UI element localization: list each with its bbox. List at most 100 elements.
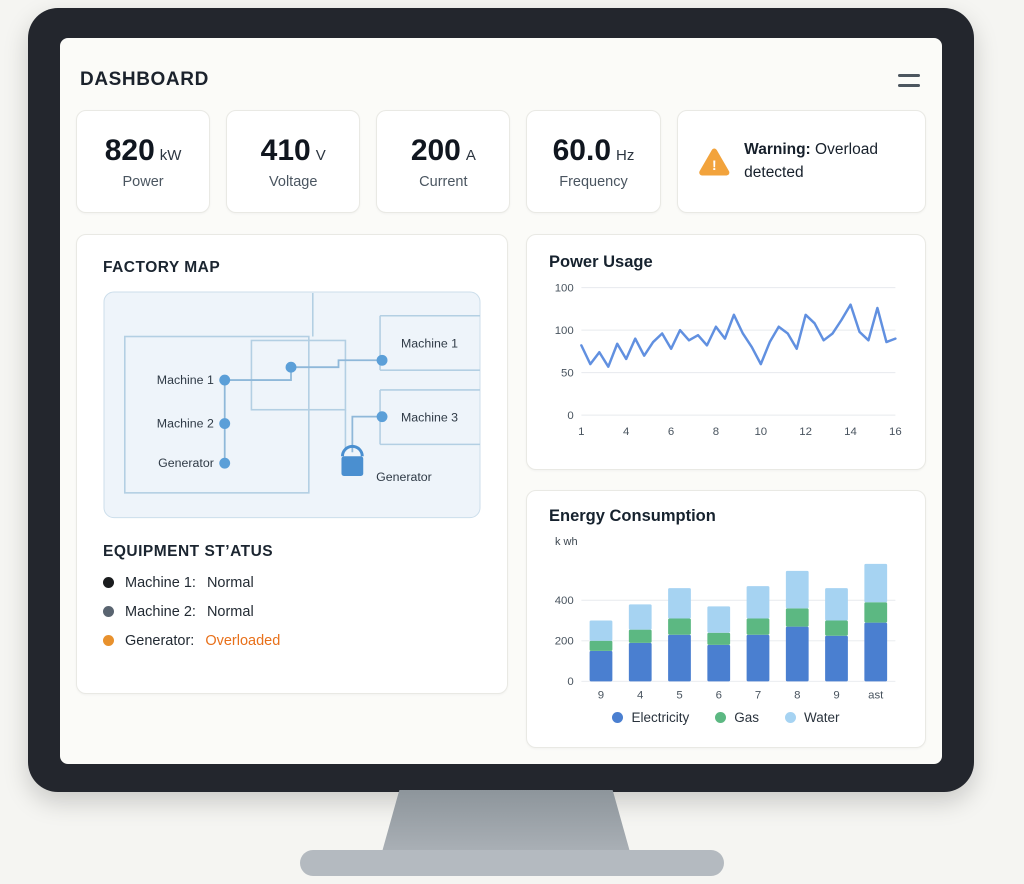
stat-unit: Hz [616, 146, 635, 164]
map-label-generator-plug: Generator [376, 470, 432, 484]
map-walls [123, 292, 480, 494]
generator-plug-icon [340, 444, 364, 477]
warning-triangle-icon: ! [698, 148, 729, 175]
svg-text:8: 8 [794, 689, 800, 701]
svg-text:50: 50 [561, 367, 574, 379]
svg-text:!: ! [712, 157, 717, 173]
legend-item-gas: Gas [715, 710, 759, 725]
status-item: Machine 1: Normal [103, 575, 481, 591]
charts-column: Power Usage 100 100 50 0 1 4 6 8 10 12 14 16 Energy… [526, 234, 926, 748]
map-nodes [219, 354, 388, 469]
legend-label: Gas [734, 710, 759, 726]
stat-value: 820 [104, 133, 155, 167]
svg-text:100: 100 [555, 282, 574, 294]
svg-text:7: 7 [755, 689, 761, 701]
energy-consumption-card: Energy Consumption k wh 400 200 0 9 4 5 6 7 8 9 as… [526, 490, 926, 748]
svg-text:6: 6 [668, 426, 674, 438]
energy-legend: Electricity Gas Water [549, 710, 903, 725]
dashboard-screen: DASHBOARD 820 kW Power 410 [60, 38, 942, 764]
legend-dot [785, 712, 796, 724]
factory-map: Machine 1 Machine 2 Generator Machine 1 … [103, 291, 481, 519]
status-dot [103, 577, 114, 589]
power-usage-card: Power Usage 100 100 50 0 1 4 6 8 10 12 14 16 [526, 234, 926, 470]
stat-value: 60.0 [552, 133, 612, 167]
app-header: DASHBOARD [80, 60, 922, 100]
menu-button[interactable] [896, 68, 922, 93]
page-title: DASHBOARD [80, 69, 209, 90]
svg-text:1: 1 [578, 426, 584, 438]
svg-text:100: 100 [555, 325, 574, 337]
monitor-base [300, 850, 724, 876]
energy-consumption-title: Energy Consumption [549, 507, 716, 525]
menu-icon [898, 73, 920, 77]
stat-card-current: 200 A Current [376, 110, 511, 213]
stat-card-power: 820 kW Power [76, 110, 211, 213]
map-label-machine1-right: Machine 1 [401, 336, 458, 350]
status-label: Generator: [125, 632, 195, 649]
stat-unit: A [465, 146, 476, 164]
stat-label: Power [122, 173, 164, 190]
map-label-machine2-left: Machine 2 [157, 417, 214, 431]
svg-text:9: 9 [833, 689, 839, 701]
svg-text:8: 8 [713, 426, 719, 438]
stat-label: Frequency [559, 173, 628, 190]
svg-text:5: 5 [676, 689, 682, 701]
status-dot [103, 606, 114, 618]
stat-unit: kW [159, 146, 182, 164]
monitor-stand [382, 790, 630, 852]
svg-text:6: 6 [716, 689, 722, 701]
map-label-machine3-right: Machine 3 [401, 411, 458, 425]
svg-text:9: 9 [598, 689, 604, 701]
status-dot [103, 635, 114, 647]
status-item: Machine 2: Normal [103, 604, 481, 620]
stat-value: 410 [260, 133, 311, 167]
menu-icon [898, 83, 920, 87]
svg-text:16: 16 [889, 426, 902, 438]
map-labels: Machine 1 Machine 2 Generator Machine 1 … [157, 336, 458, 484]
legend-item-electricity: Electricity [612, 710, 689, 725]
svg-text:4: 4 [637, 689, 644, 701]
svg-text:4: 4 [623, 426, 630, 438]
stat-unit: V [315, 146, 326, 164]
equipment-status-title: EQUIPMENT ST’ATUS [103, 542, 274, 560]
legend-label: Water [804, 710, 840, 726]
svg-text:10: 10 [754, 426, 767, 438]
status-label: Machine 1: [125, 574, 196, 591]
svg-text:400: 400 [555, 595, 574, 607]
status-item: Generator: Overloaded [103, 633, 481, 649]
factory-map-title: FACTORY MAP [103, 259, 221, 276]
stat-card-frequency: 60.0 Hz Frequency [526, 110, 661, 213]
stat-label: Current [419, 173, 468, 190]
warning-card: ! Warning: Overload detected [676, 110, 927, 213]
status-value: Normal [206, 574, 254, 591]
status-value: Overloaded [205, 632, 281, 649]
stats-row: 820 kW Power 410 V Voltage 200 A [76, 110, 927, 213]
legend-item-water: Water [785, 710, 840, 725]
svg-text:14: 14 [844, 426, 857, 438]
status-label: Machine 2: [125, 603, 196, 620]
factory-map-card: FACTORY MAP [76, 234, 508, 694]
main-content: FACTORY MAP [76, 234, 926, 748]
warning-text: Warning: Overload detected [744, 139, 905, 184]
map-label-generator-left: Generator [158, 456, 214, 470]
stat-value: 200 [410, 133, 461, 167]
svg-text:0: 0 [567, 410, 573, 422]
energy-chart: 400 200 0 9 4 5 6 7 8 9 ast [555, 563, 896, 701]
status-value: Normal [206, 603, 254, 620]
legend-dot [715, 712, 727, 724]
equipment-status-list: Machine 1: Normal Machine 2: Normal Gene… [103, 575, 481, 649]
energy-y-axis-unit: k wh [555, 536, 578, 548]
factory-map-svg: Machine 1 Machine 2 Generator Machine 1 … [103, 291, 481, 519]
map-label-machine1-left: Machine 1 [157, 373, 214, 387]
stat-label: Voltage [269, 173, 318, 190]
warning-label: Warning: [744, 141, 811, 159]
monitor-bezel: DASHBOARD 820 kW Power 410 [28, 8, 974, 792]
svg-text:12: 12 [799, 426, 812, 438]
warning-message: Overload detected [744, 141, 878, 181]
svg-text:200: 200 [555, 636, 574, 648]
legend-dot [612, 712, 624, 724]
svg-text:ast: ast [868, 689, 884, 701]
stat-card-voltage: 410 V Voltage [226, 110, 361, 213]
